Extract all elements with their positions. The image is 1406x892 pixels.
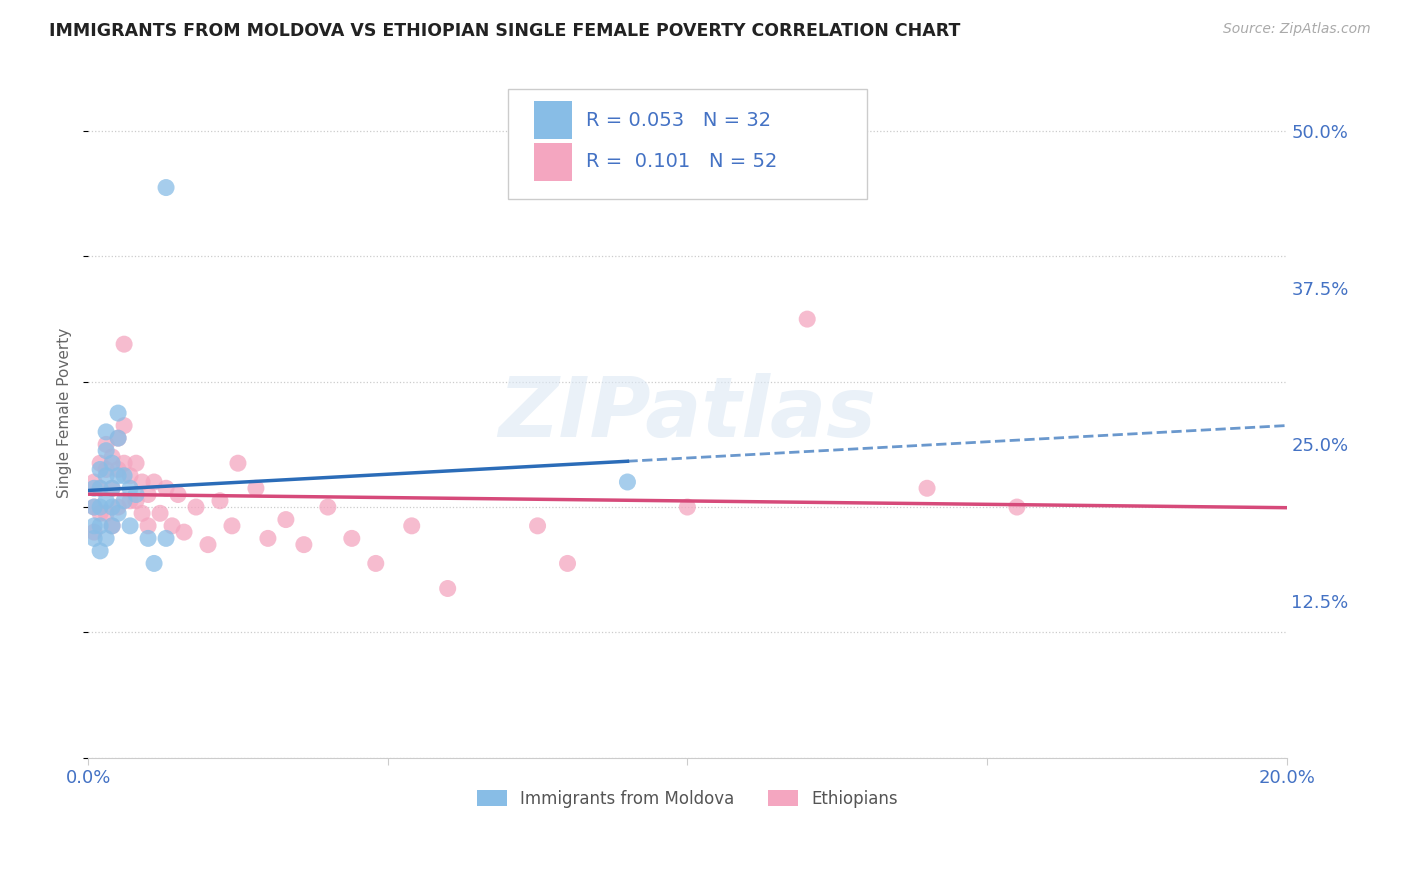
Point bbox=[125, 487, 148, 501]
Text: R =  0.101   N = 52: R = 0.101 N = 52 bbox=[585, 152, 778, 171]
Point bbox=[1005, 500, 1028, 514]
Point bbox=[94, 443, 117, 458]
Point bbox=[83, 500, 105, 514]
Point bbox=[208, 493, 231, 508]
Point bbox=[101, 481, 124, 495]
Point bbox=[107, 431, 129, 445]
Point bbox=[89, 544, 111, 558]
Point bbox=[89, 462, 111, 476]
Point bbox=[120, 481, 142, 495]
Point bbox=[676, 500, 699, 514]
Point bbox=[226, 456, 249, 470]
Point bbox=[143, 557, 166, 571]
Point bbox=[83, 532, 105, 546]
Point bbox=[274, 512, 297, 526]
Point bbox=[112, 493, 135, 508]
Y-axis label: Single Female Poverty: Single Female Poverty bbox=[58, 328, 72, 499]
Point bbox=[94, 425, 117, 439]
Point bbox=[915, 481, 938, 495]
Point bbox=[89, 500, 111, 514]
Point bbox=[94, 468, 117, 483]
Text: ZIPatlas: ZIPatlas bbox=[499, 373, 876, 453]
FancyBboxPatch shape bbox=[534, 102, 572, 139]
Point bbox=[257, 532, 280, 546]
Text: Source: ZipAtlas.com: Source: ZipAtlas.com bbox=[1223, 22, 1371, 37]
Point bbox=[83, 519, 105, 533]
Point bbox=[101, 500, 124, 514]
Point bbox=[160, 519, 183, 533]
Text: R = 0.053   N = 32: R = 0.053 N = 32 bbox=[585, 111, 770, 129]
Point bbox=[292, 538, 315, 552]
Point bbox=[616, 475, 638, 489]
Point bbox=[125, 456, 148, 470]
Point bbox=[316, 500, 339, 514]
Text: IMMIGRANTS FROM MOLDOVA VS ETHIOPIAN SINGLE FEMALE POVERTY CORRELATION CHART: IMMIGRANTS FROM MOLDOVA VS ETHIOPIAN SIN… bbox=[49, 22, 960, 40]
Point bbox=[173, 525, 195, 540]
Point bbox=[167, 487, 190, 501]
Point bbox=[526, 519, 548, 533]
Point bbox=[107, 406, 129, 420]
Point bbox=[83, 481, 105, 495]
Point bbox=[364, 557, 387, 571]
Point bbox=[107, 462, 129, 476]
Point bbox=[101, 519, 124, 533]
Point bbox=[245, 481, 267, 495]
Point bbox=[89, 456, 111, 470]
Point bbox=[155, 481, 177, 495]
Point bbox=[94, 462, 117, 476]
Point bbox=[436, 582, 458, 596]
Point bbox=[340, 532, 363, 546]
Point bbox=[107, 500, 129, 514]
Point bbox=[143, 475, 166, 489]
Point bbox=[131, 475, 153, 489]
Point bbox=[89, 481, 111, 495]
Point bbox=[101, 456, 124, 470]
Point bbox=[89, 506, 111, 520]
Point bbox=[120, 493, 142, 508]
Point bbox=[155, 180, 177, 194]
Point bbox=[107, 431, 129, 445]
Point bbox=[184, 500, 207, 514]
Point bbox=[83, 500, 105, 514]
Point bbox=[125, 493, 148, 508]
Point bbox=[112, 456, 135, 470]
Point bbox=[107, 506, 129, 520]
Point bbox=[221, 519, 243, 533]
Point bbox=[107, 468, 129, 483]
Point bbox=[94, 437, 117, 451]
FancyBboxPatch shape bbox=[534, 143, 572, 180]
Legend: Immigrants from Moldova, Ethiopians: Immigrants from Moldova, Ethiopians bbox=[470, 783, 904, 814]
Point bbox=[83, 475, 105, 489]
Point bbox=[155, 532, 177, 546]
Point bbox=[149, 506, 172, 520]
FancyBboxPatch shape bbox=[508, 89, 868, 200]
Point bbox=[112, 418, 135, 433]
Point bbox=[120, 468, 142, 483]
Point bbox=[136, 487, 159, 501]
Point bbox=[101, 481, 124, 495]
Point bbox=[94, 493, 117, 508]
Point bbox=[197, 538, 219, 552]
Point bbox=[83, 525, 105, 540]
Point bbox=[136, 532, 159, 546]
Point bbox=[101, 519, 124, 533]
Point bbox=[136, 519, 159, 533]
Point bbox=[89, 481, 111, 495]
Point bbox=[796, 312, 818, 326]
Point bbox=[112, 337, 135, 351]
Point bbox=[94, 506, 117, 520]
Point bbox=[557, 557, 579, 571]
Point bbox=[131, 506, 153, 520]
Point bbox=[401, 519, 423, 533]
Point bbox=[101, 450, 124, 464]
Point bbox=[120, 519, 142, 533]
Point bbox=[94, 532, 117, 546]
Point bbox=[89, 519, 111, 533]
Point bbox=[112, 468, 135, 483]
